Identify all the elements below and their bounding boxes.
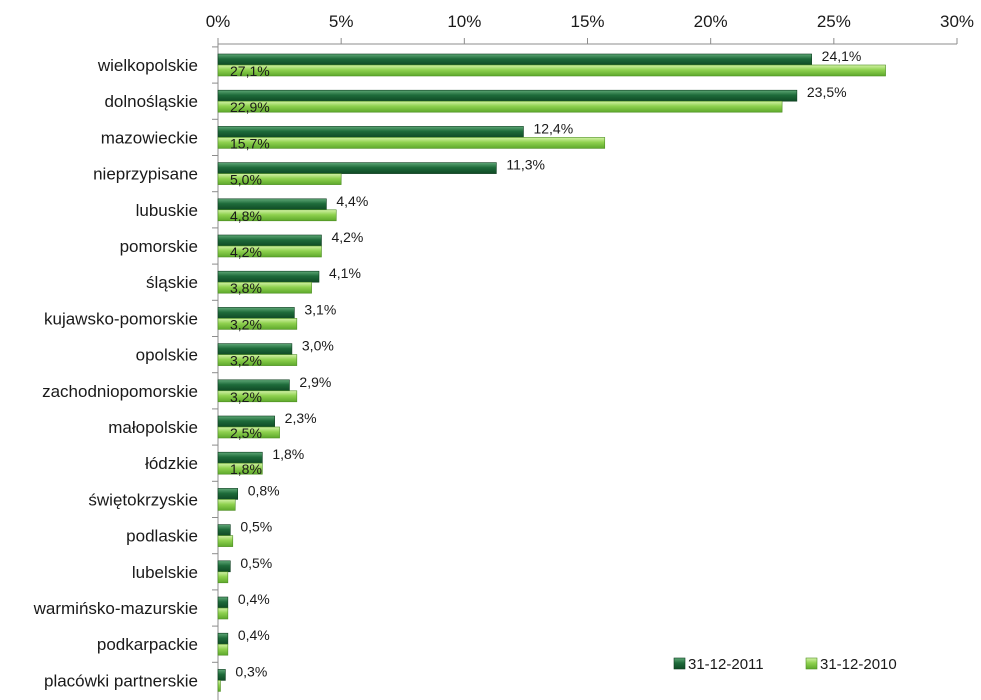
bar-2010: [217, 137, 606, 149]
data-label-2011: 12,4%: [533, 120, 573, 136]
category-label: podkarpackie: [97, 635, 198, 654]
data-label-2010: 4,8%: [230, 208, 262, 224]
data-label-2011: 11,3%: [506, 157, 545, 173]
category-label: lubelskie: [132, 563, 198, 582]
data-label-2010: 15,7%: [230, 135, 270, 151]
data-label-2011: 24,1%: [822, 48, 862, 64]
legend-swatch-2010: [805, 657, 818, 670]
data-label-2010: 3,2%: [230, 353, 262, 369]
data-label-2010: 4,2%: [230, 244, 262, 260]
data-label-2011: 0,5%: [240, 555, 272, 571]
data-label-2011: 0,3%: [235, 663, 267, 679]
category-label: placówki partnerskie: [44, 671, 198, 690]
category-label: śląskie: [146, 273, 198, 292]
category-label: łódzkie: [145, 454, 198, 473]
data-label-2010: 3,2%: [230, 389, 262, 405]
category-label: opolskie: [136, 346, 198, 365]
x-tick-label: 10%: [447, 12, 481, 31]
data-label-2011: 4,4%: [336, 193, 368, 209]
bar-2010: [217, 245, 322, 258]
data-label-2010: 1,8%: [230, 461, 262, 477]
bar-2010: [217, 571, 229, 584]
data-label-2010: 27,1%: [230, 63, 270, 79]
x-tick-label: 30%: [940, 12, 974, 31]
data-label-2011: 0,8%: [248, 482, 280, 498]
bar-2011: [217, 488, 239, 500]
data-label-2011: 4,1%: [329, 265, 361, 281]
data-label-2010: 2,5%: [230, 425, 262, 441]
category-label: wielkopolskie: [97, 56, 198, 75]
category-label: mazowieckie: [101, 128, 198, 147]
category-label: małopolskie: [108, 418, 198, 437]
data-label-2011: 3,0%: [302, 338, 334, 354]
bar-2011: [217, 560, 231, 573]
x-tick-label: 25%: [817, 12, 851, 31]
category-label: świętokrzyskie: [88, 490, 198, 509]
bar-2010: [217, 390, 298, 403]
category-label: dolnośląskie: [104, 92, 198, 111]
bar-2010: [217, 100, 783, 113]
bar-2010: [217, 499, 236, 511]
category-label: kujawsko-pomorskie: [44, 309, 198, 328]
bar-2010: [217, 643, 229, 656]
category-label: warmińsko-mazurskie: [33, 599, 198, 618]
category-label: zachodniopomorskie: [42, 382, 198, 401]
bar-2010: [217, 64, 886, 77]
x-tick-label: 15%: [570, 12, 604, 31]
data-label-2011: 23,5%: [807, 84, 847, 100]
legend: 31-12-2011 31-12-2010: [673, 656, 897, 673]
bars: [217, 53, 886, 692]
category-label: podlaskie: [126, 527, 198, 546]
bar-2011: [217, 524, 231, 536]
data-label-2011: 1,8%: [272, 446, 304, 462]
category-label: nieprzypisane: [93, 165, 198, 184]
bar-2010: [217, 209, 337, 222]
bar-2010: [217, 354, 298, 366]
x-tick-label: 20%: [694, 12, 728, 31]
data-label-2010: 3,2%: [230, 316, 262, 332]
category-label: pomorskie: [120, 237, 198, 256]
x-axis: 0% 5% 10% 15% 20% 25% 30%: [206, 12, 974, 700]
bar-2010: [217, 607, 229, 620]
bar-2011: [217, 53, 812, 66]
legend-label-2010: 31-12-2010: [820, 656, 897, 673]
bar-2010: [217, 535, 234, 547]
bar-2011: [217, 632, 229, 645]
x-tick-label: 0%: [206, 12, 231, 31]
legend-label-2011: 31-12-2011: [688, 656, 764, 673]
bar-2011: [217, 596, 229, 609]
data-label-2011: 2,9%: [299, 374, 331, 390]
data-label-2010: 5,0%: [230, 172, 262, 188]
bar-2010: [217, 426, 280, 439]
category-label: lubuskie: [136, 201, 198, 220]
data-label-2010: 3,8%: [230, 280, 262, 296]
category-axis: wielkopolskie dolnośląskie mazowieckie niep…: [33, 46, 218, 690]
data-label-2011: 2,3%: [285, 410, 317, 426]
legend-swatch-2011: [673, 657, 686, 670]
data-labels: 24,1% 27,1% 23,5% 22,9% 12,4% 15,7% 11,3% 5,0% 4…: [230, 48, 861, 679]
bar-2010: [217, 318, 298, 330]
data-label-2011: 4,2%: [331, 229, 363, 245]
bar-2010: [217, 680, 221, 692]
bar-2011: [217, 162, 497, 174]
data-label-2011: 0,4%: [238, 627, 270, 643]
data-label-2010: 22,9%: [230, 99, 270, 115]
data-label-2011: 0,5%: [240, 519, 272, 535]
bar-2010: [217, 462, 263, 475]
bar-2011: [217, 669, 226, 681]
x-tick-label: 5%: [329, 12, 354, 31]
bar-2010: [217, 281, 312, 294]
bar-2010: [217, 173, 342, 185]
data-label-2011: 3,1%: [304, 301, 336, 317]
bar-2011: [217, 89, 798, 102]
data-label-2011: 0,4%: [238, 591, 270, 607]
